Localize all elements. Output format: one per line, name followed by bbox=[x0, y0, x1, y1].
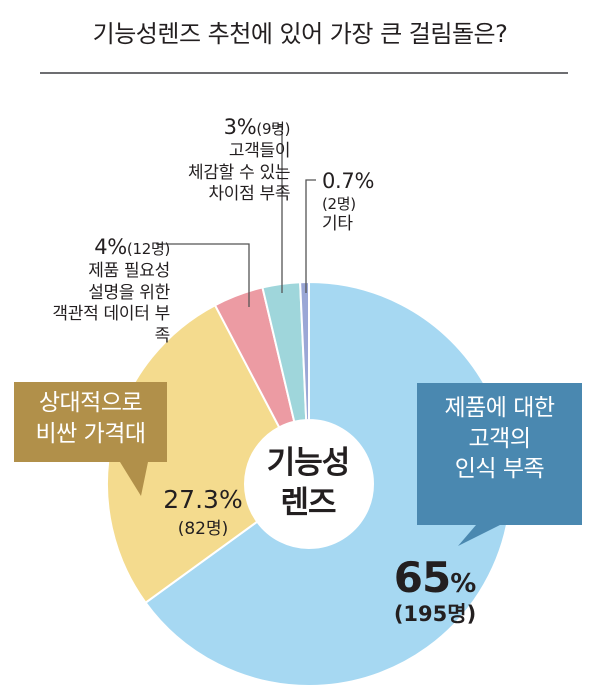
leader-line-4 bbox=[156, 243, 250, 307]
callout-27pct-line1: 상대적으로 bbox=[38, 390, 143, 416]
label-07pct-count: (2명) bbox=[322, 194, 356, 213]
callout-65pct-line1: 제품에 대한 bbox=[444, 395, 555, 421]
callout-65pct-line3: 인식 부족 bbox=[454, 456, 545, 483]
callout-65pct-line2: 고객의 bbox=[468, 425, 531, 452]
callout-65pct: 제품에 대한 고객의 인식 부족 bbox=[417, 393, 582, 485]
label-65pct-value: 65 bbox=[393, 553, 451, 602]
label-65pct: 65% (195명) bbox=[355, 553, 515, 628]
label-65pct-count: (195명) bbox=[393, 602, 477, 626]
label-3pct-count: (9명) bbox=[256, 120, 291, 138]
label-3pct-line2: 체감할 수 있는 bbox=[188, 162, 291, 183]
leader-lines bbox=[156, 125, 316, 307]
label-4pct-count: (12명) bbox=[126, 240, 170, 258]
label-07pct: 0.7% (2명) 기타 bbox=[322, 168, 374, 236]
callout-boxes bbox=[14, 382, 582, 546]
label-4pct-line1: 제품 필요성 bbox=[88, 260, 170, 281]
center-label-line1: 기능성 bbox=[266, 445, 351, 481]
label-3pct-line1: 고객들이 bbox=[228, 140, 291, 161]
donut-center-label: 기능성 렌즈 bbox=[240, 444, 376, 523]
label-07pct-value: 0.7% bbox=[322, 169, 375, 193]
label-4pct-line3: 객관적 데이터 부족 bbox=[52, 304, 170, 347]
donut-slice-4 bbox=[299, 280, 310, 422]
label-65pct-unit: % bbox=[450, 569, 477, 599]
callout-27pct: 상대적으로 비싼 가격대 bbox=[14, 388, 167, 449]
label-273pct-value: 27.3% bbox=[163, 485, 243, 514]
donut-slices bbox=[106, 280, 512, 687]
callout-27pct-line2: 비싼 가격대 bbox=[35, 420, 146, 447]
chart-title: 기능성렌즈 추천에 있어 가장 큰 걸림돌은? bbox=[92, 20, 508, 48]
leader-line-07 bbox=[305, 179, 316, 293]
label-3pct-line3: 차이점 부족 bbox=[208, 184, 291, 205]
label-273pct-count: (82명) bbox=[177, 519, 229, 539]
center-label-line2: 렌즈 bbox=[280, 484, 336, 521]
title-divider bbox=[40, 72, 568, 74]
leader-line-3 bbox=[272, 125, 283, 293]
callout-box-65 bbox=[417, 383, 582, 546]
label-4pct-value: 4% bbox=[94, 235, 127, 259]
callout-box-27 bbox=[14, 382, 167, 496]
donut-slice-1 bbox=[106, 303, 281, 605]
label-4pct-line2: 설명을 위한 bbox=[88, 282, 170, 303]
label-4pct: 4%(12명) 제품 필요성 설명을 위한 객관적 데이터 부족 bbox=[44, 234, 170, 348]
label-273pct: 27.3% (82명) bbox=[148, 485, 258, 539]
label-07pct-line1: 기타 bbox=[322, 214, 353, 235]
label-3pct-value: 3% bbox=[223, 115, 257, 139]
label-3pct: 3%(9명) 고객들이 체감할 수 있는 차이점 부족 bbox=[188, 114, 291, 206]
